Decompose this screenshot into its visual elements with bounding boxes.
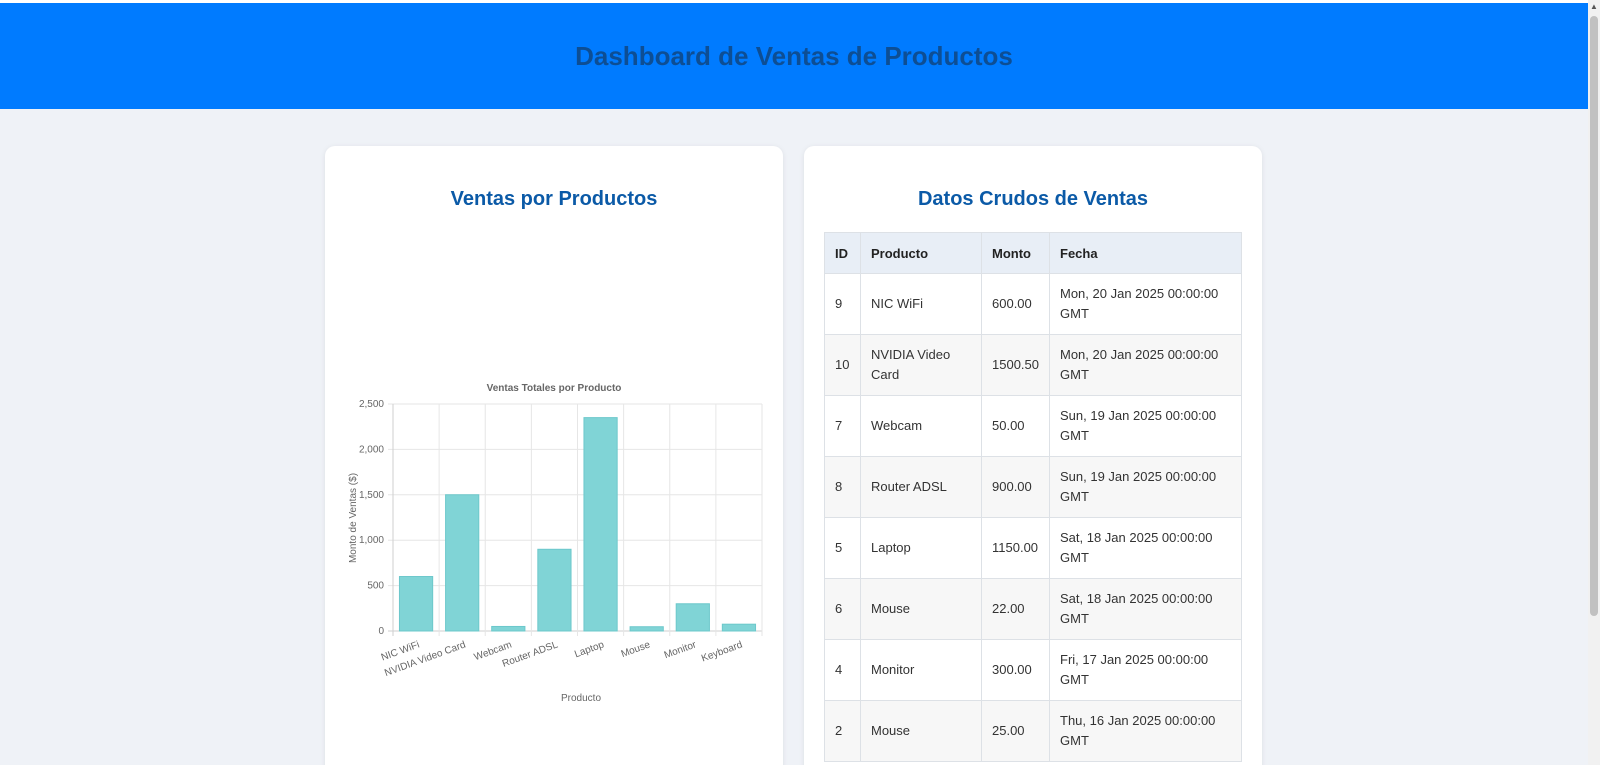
cell-id: 8: [824, 456, 861, 518]
cell-fecha: Sun, 19 Jan 2025 00:00:00 GMT: [1049, 456, 1242, 518]
chart-bars: [398, 417, 757, 632]
cell-id: 9: [824, 273, 861, 335]
cell-fecha: Fri, 17 Jan 2025 00:00:00 GMT: [1049, 639, 1242, 701]
chart-grid: [388, 403, 763, 636]
x-tick-label: Keyboard: [700, 639, 744, 664]
cell-monto: 50.00: [981, 395, 1050, 457]
sales-table-wrapper: ID Producto Monto Fecha 9 NIC WiFi 600.0…: [824, 232, 1242, 762]
y-tick-label: 1,000: [359, 535, 384, 546]
cell-producto: Laptop: [860, 517, 982, 579]
bar-nvidia-video-card: [445, 494, 480, 632]
table-row: 4 Monitor 300.00 Fri, 17 Jan 2025 00:00:…: [824, 639, 1242, 701]
cell-monto: 25.00: [981, 700, 1050, 762]
bar-mouse: [629, 626, 664, 632]
bar-monitor: [675, 603, 710, 632]
cell-monto: 22.00: [981, 578, 1050, 640]
column-header-monto: Monto: [981, 232, 1050, 274]
table-row: 6 Mouse 22.00 Sat, 18 Jan 2025 00:00:00 …: [824, 578, 1242, 640]
y-axis-label: Monto de Ventas ($): [348, 473, 359, 563]
sales-table: ID Producto Monto Fecha 9 NIC WiFi 600.0…: [824, 232, 1242, 762]
cell-fecha: Sat, 18 Jan 2025 00:00:00 GMT: [1049, 578, 1242, 640]
table-row: 7 Webcam 50.00 Sun, 19 Jan 2025 00:00:00…: [824, 395, 1242, 457]
table-header-row: ID Producto Monto Fecha: [824, 232, 1242, 274]
table-card: Datos Crudos de Ventas ID Producto Monto…: [804, 146, 1262, 765]
table-row: 5 Laptop 1150.00 Sat, 18 Jan 2025 00:00:…: [824, 517, 1242, 579]
cell-monto: 600.00: [981, 273, 1050, 335]
cell-fecha: Sun, 19 Jan 2025 00:00:00 GMT: [1049, 395, 1242, 457]
cell-monto: 900.00: [981, 456, 1050, 518]
cell-producto: Webcam: [860, 395, 982, 457]
column-header-producto: Producto: [860, 232, 982, 274]
cell-producto: Router ADSL: [860, 456, 982, 518]
bar-nic-wifi: [398, 576, 434, 632]
column-header-id: ID: [824, 232, 861, 274]
chart-card-title: Ventas por Productos: [450, 188, 658, 210]
cell-fecha: Sat, 18 Jan 2025 00:00:00 GMT: [1049, 517, 1242, 579]
cell-producto: Mouse: [860, 700, 982, 762]
y-tick-label: 2,500: [359, 399, 384, 410]
chart-card: Ventas por Productos Ventas Totales por …: [325, 146, 783, 765]
page-title: Dashboard de Ventas de Productos: [575, 41, 1013, 71]
sales-bar-chart: Ventas Totales por Producto 0 500 1,000 1,5…: [348, 383, 763, 704]
x-tick-label: NVIDIA Video Card: [383, 639, 467, 679]
cell-id: 4: [824, 639, 861, 701]
x-tick-label: Mouse: [620, 639, 652, 660]
cell-fecha: Mon, 20 Jan 2025 00:00:00 GMT: [1049, 273, 1242, 335]
cell-id: 2: [824, 700, 861, 762]
cell-producto: Mouse: [860, 578, 982, 640]
bar-router-adsl: [537, 548, 572, 632]
y-axis-ticks: 0 500 1,000 1,500 2,000 2,500: [359, 399, 384, 637]
cell-producto: NIC WiFi: [860, 273, 982, 335]
table-row: 2 Mouse 25.00 Thu, 16 Jan 2025 00:00:00 …: [824, 700, 1242, 762]
page-header: Dashboard de Ventas de Productos: [0, 3, 1588, 109]
cell-monto: 1150.00: [981, 517, 1050, 579]
bar-webcam: [491, 625, 526, 632]
y-tick-label: 500: [367, 581, 384, 592]
scroll-up-arrow-icon[interactable]: ▲: [1590, 2, 1598, 11]
cell-fecha: Thu, 16 Jan 2025 00:00:00 GMT: [1049, 700, 1242, 762]
table-row: 9 NIC WiFi 600.00 Mon, 20 Jan 2025 00:00…: [824, 273, 1242, 335]
cell-id: 5: [824, 517, 861, 579]
cell-id: 10: [824, 334, 861, 396]
cell-id: 6: [824, 578, 861, 640]
cell-monto: 300.00: [981, 639, 1050, 701]
table-row: 8 Router ADSL 900.00 Sun, 19 Jan 2025 00…: [824, 456, 1242, 518]
y-tick-label: 0: [378, 626, 384, 637]
cell-fecha: Mon, 20 Jan 2025 00:00:00 GMT: [1049, 334, 1242, 396]
x-tick-label: Monitor: [663, 639, 699, 661]
page-scrollbar[interactable]: ▲: [1588, 0, 1600, 765]
table-row: 10 NVIDIA Video Card 1500.50 Mon, 20 Jan…: [824, 334, 1242, 396]
cell-monto: 1500.50: [981, 334, 1050, 396]
table-card-title: Datos Crudos de Ventas: [917, 188, 1149, 210]
y-tick-label: 2,000: [359, 444, 384, 455]
bar-laptop: [583, 417, 618, 632]
cell-producto: Monitor: [860, 639, 982, 701]
scrollbar-thumb[interactable]: [1590, 16, 1598, 616]
chart-title: Ventas Totales por Producto: [487, 383, 622, 394]
cell-producto: NVIDIA Video Card: [860, 334, 982, 396]
top-strip: [0, 0, 1588, 3]
x-axis-label: Producto: [561, 693, 601, 704]
x-tick-label: Laptop: [573, 639, 606, 660]
cell-id: 7: [824, 395, 861, 457]
y-tick-label: 1,500: [359, 490, 384, 501]
bar-keyboard: [721, 623, 757, 632]
column-header-fecha: Fecha: [1049, 232, 1242, 274]
